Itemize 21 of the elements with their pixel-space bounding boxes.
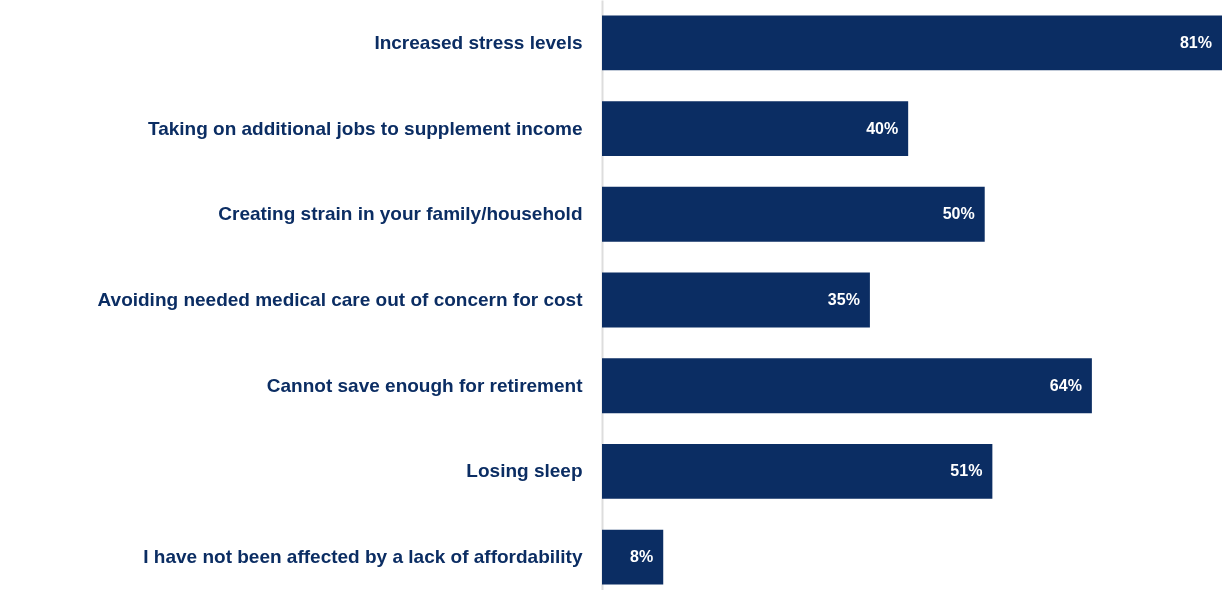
data-label: 40% [866, 119, 899, 137]
data-label: 51% [950, 462, 983, 480]
bar [602, 101, 909, 156]
y-tick-label: Avoiding needed medical care out of concern for cost [97, 289, 584, 310]
bar [602, 15, 1222, 71]
y-tick-label: Creating strain in your family/household [218, 203, 583, 225]
bar [602, 186, 985, 242]
data-label: 50% [942, 205, 975, 223]
bar [602, 444, 993, 499]
data-label: 35% [827, 291, 860, 308]
y-tick-label: I have not been affected by a lack of affordability [143, 546, 583, 568]
data-label: 8% [630, 548, 654, 566]
data-label: 81% [1179, 33, 1212, 51]
bar [602, 272, 870, 328]
bar [602, 358, 1092, 414]
y-tick-label: Cannot save enough for retirement [266, 374, 584, 396]
bar [602, 529, 664, 585]
y-tick-label: Losing sleep [466, 460, 583, 482]
y-tick-label: Increased stress levels [374, 31, 583, 53]
data-label: 64% [1049, 376, 1082, 394]
y-tick-label: Taking on additional jobs to supplement income [147, 117, 583, 139]
